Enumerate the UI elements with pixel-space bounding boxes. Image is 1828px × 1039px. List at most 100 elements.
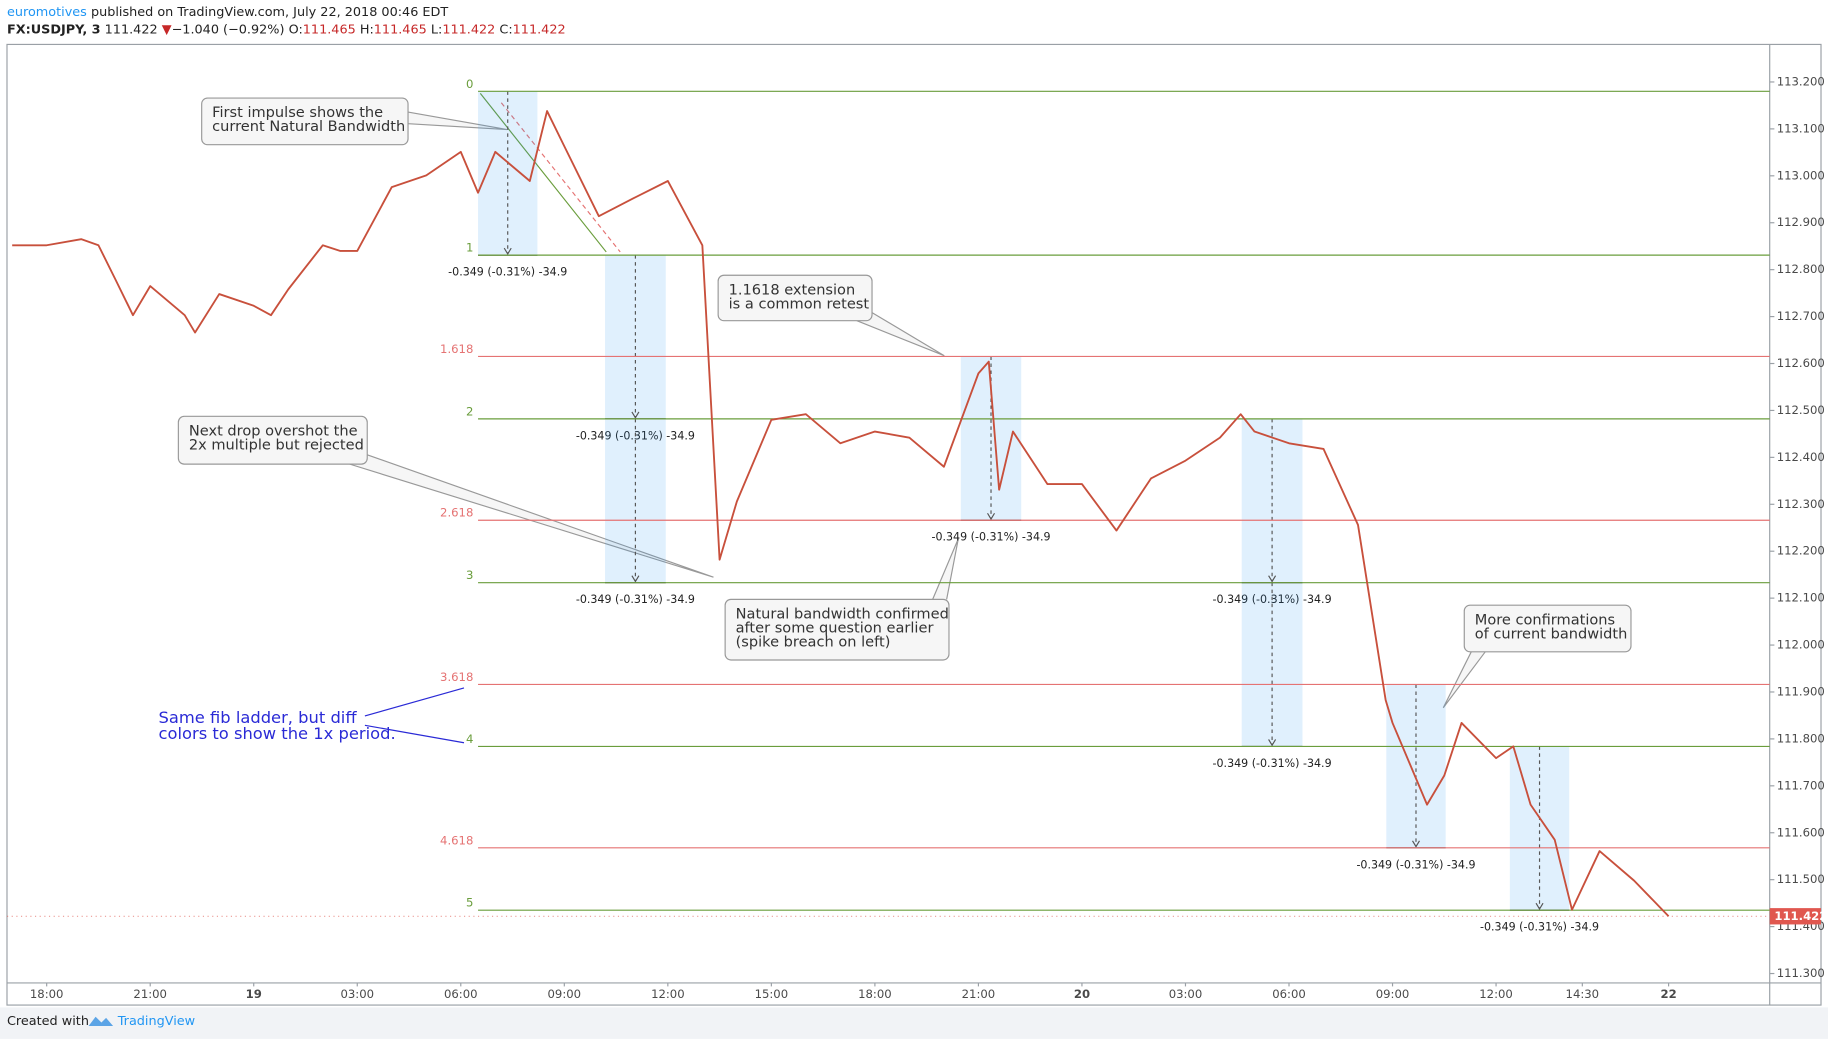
o-label: O: <box>289 22 303 37</box>
fib-label: 0 <box>466 77 473 91</box>
last-price-tag <box>1769 908 1822 925</box>
fib-label: 3.618 <box>440 670 473 684</box>
callout-pointer <box>856 312 945 357</box>
x-tick-label: 03:00 <box>1169 987 1203 1001</box>
author[interactable]: euromotives <box>7 4 87 19</box>
measure-box <box>605 255 666 419</box>
measure-box <box>605 418 666 583</box>
measure-arrowhead <box>1535 902 1544 911</box>
x-tick-label: 06:00 <box>1272 987 1306 1001</box>
callout-pointer <box>932 538 959 600</box>
callout-box <box>1463 604 1632 653</box>
x-tick-label: 21:00 <box>133 987 167 1001</box>
callout-text: Next drop overshot the <box>189 422 358 439</box>
measure-arrowhead <box>1268 739 1277 747</box>
low: 111.422 <box>442 22 495 37</box>
y-tick-label: 112.900 <box>1777 215 1825 229</box>
measure-box <box>1386 684 1446 848</box>
y-tick-label: 112.100 <box>1777 591 1825 605</box>
y-tick-label: 112.200 <box>1777 544 1825 558</box>
callout-text: Natural bandwidth confirmed <box>736 606 949 623</box>
measure-arrowhead <box>631 575 640 583</box>
y-tick-label: 111.500 <box>1777 872 1825 886</box>
measure-label: -0.349 (-0.31%) -34.9 <box>1480 921 1599 934</box>
measure-label: -0.349 (-0.31%) -34.9 <box>931 531 1050 544</box>
x-tick-label: 20 <box>1074 987 1090 1001</box>
x-tick-label: 19 <box>246 987 262 1001</box>
x-tick-label: 09:00 <box>548 987 582 1001</box>
open: 111.465 <box>303 22 356 37</box>
blue-annotation: Same fib ladder, but diff <box>159 708 358 727</box>
y-tick-label: 112.300 <box>1777 497 1825 511</box>
footer-brand[interactable]: TradingView <box>117 1014 195 1029</box>
header-line-2: FX:USDJPY, 3 111.422 ▼−1.040 (−0.92%) O:… <box>7 22 566 37</box>
callout-pointer <box>407 111 508 131</box>
callout-box <box>177 415 368 465</box>
callout-pointer <box>1442 651 1486 709</box>
x-tick-label: 09:00 <box>1376 987 1410 1001</box>
y-tick-label: 111.600 <box>1777 825 1825 839</box>
x-tick-label: 06:00 <box>444 987 478 1001</box>
callout-box <box>201 97 409 146</box>
fib-label: 2.618 <box>440 506 473 520</box>
y-tick-label: 112.800 <box>1777 262 1825 276</box>
measure-arrowhead <box>1268 575 1277 583</box>
measure-label: -0.349 (-0.31%) -34.9 <box>448 266 567 279</box>
footer-band <box>0 1007 1828 1039</box>
y-tick-label: 111.900 <box>1777 684 1825 698</box>
fib-trend-dashed <box>500 102 621 253</box>
symbol: FX:USDJPY, 3 <box>7 22 101 37</box>
y-tick-label: 112.500 <box>1777 403 1825 417</box>
y-tick-label: 113.000 <box>1777 168 1825 182</box>
fib-label: 4 <box>466 732 473 746</box>
y-tick-label: 111.800 <box>1777 731 1825 745</box>
c-label: C: <box>499 22 512 37</box>
callout-text: after some question earlier <box>736 620 934 637</box>
h-label: H: <box>360 22 374 37</box>
chart-frame <box>6 43 1822 1006</box>
y-tick-label: 111.300 <box>1777 966 1825 980</box>
fib-label: 2 <box>466 404 473 418</box>
x-tick-label: 12:00 <box>651 987 685 1001</box>
x-tick-label: 12:00 <box>1479 987 1513 1001</box>
measure-arrowhead <box>987 512 996 521</box>
measure-box <box>1241 582 1303 747</box>
callout-text: 1.1618 extension <box>729 281 856 298</box>
fib-label: 3 <box>466 568 473 582</box>
x-tick-label: 15:00 <box>755 987 789 1001</box>
footer-created: Created with <box>7 1014 89 1029</box>
y-tick-label: 112.400 <box>1777 450 1825 464</box>
measure-arrowhead <box>1411 840 1420 848</box>
y-tick-label: 113.200 <box>1777 74 1825 88</box>
x-tick-label: 18:00 <box>858 987 892 1001</box>
measure-arrowhead <box>631 411 640 419</box>
header-line-1: euromotives published on TradingView.com… <box>7 4 448 19</box>
fib-label: 4.618 <box>440 833 473 847</box>
callout-text: (spike breach on left) <box>736 633 891 650</box>
callout-pointer <box>349 454 714 578</box>
brand-logo <box>88 1016 114 1027</box>
measure-box <box>478 91 538 256</box>
x-tick-label: 03:00 <box>340 987 374 1001</box>
fib-label: 1 <box>466 241 473 255</box>
x-tick-label: 14:30 <box>1566 987 1600 1001</box>
callout-text: First impulse shows the <box>212 104 383 121</box>
close: 111.422 <box>513 22 566 37</box>
fib-label: 1.618 <box>440 342 473 356</box>
high: 111.465 <box>374 22 427 37</box>
x-tick-label: 22 <box>1660 987 1676 1001</box>
callout-text: current Natural Bandwidth <box>212 118 405 135</box>
published: published on TradingView.com, July 22, 2… <box>91 4 448 19</box>
last-price-label: 111.422 <box>1774 909 1827 923</box>
price-line <box>12 110 1670 917</box>
x-tick-label: 21:00 <box>962 987 996 1001</box>
x-tick-label: 18:00 <box>30 987 64 1001</box>
measure-label: -0.349 (-0.31%) -34.9 <box>1213 757 1332 770</box>
last: 111.422 <box>105 22 158 37</box>
change: −1.040 (−0.92%) <box>172 22 285 37</box>
callout-text: More confirmations <box>1475 611 1615 628</box>
